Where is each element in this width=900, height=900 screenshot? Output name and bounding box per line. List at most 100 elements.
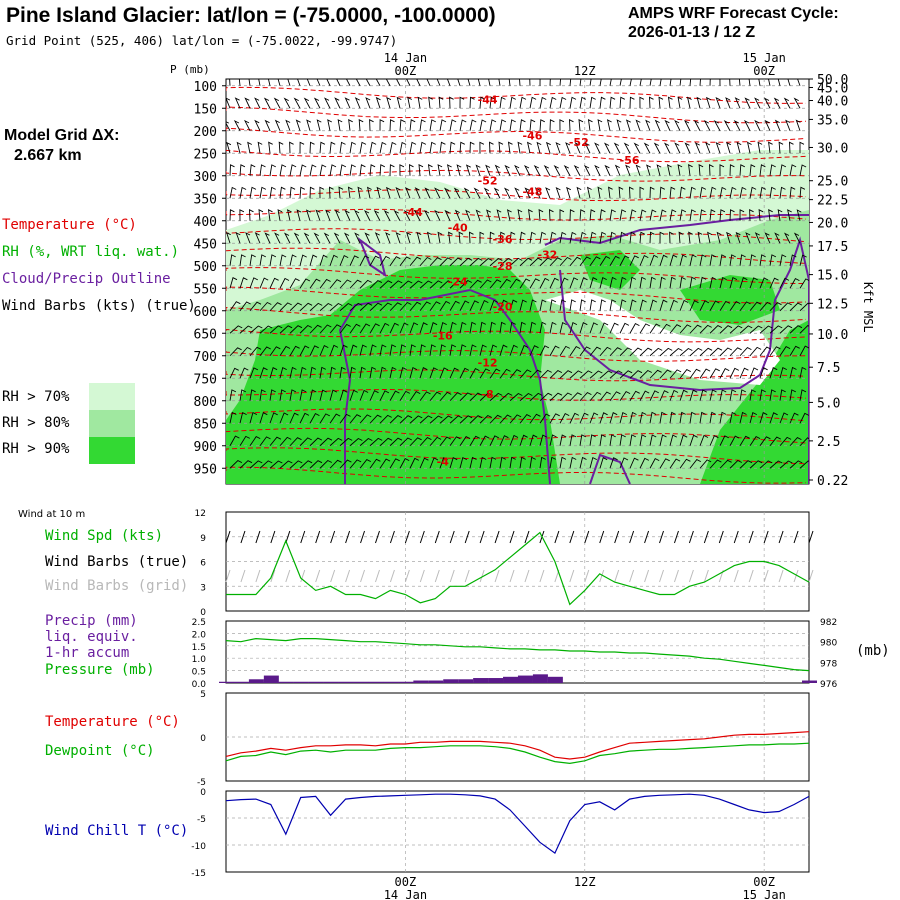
wind-barb	[323, 232, 331, 244]
height-tick-label: 17.5	[817, 240, 848, 255]
wind-barb	[539, 119, 546, 131]
wind-barb	[779, 346, 791, 356]
wind-barb	[269, 346, 281, 357]
wind-barb	[619, 370, 633, 379]
cloud-outline	[589, 453, 631, 484]
wind-barb	[429, 457, 439, 469]
wind-barb	[616, 119, 622, 131]
wind-barb	[319, 344, 329, 356]
wind-barb	[355, 79, 361, 86]
grid-value: 2.667 km	[14, 147, 82, 164]
pressure-tick-label: 650	[194, 327, 217, 342]
wind-barb	[269, 412, 278, 424]
pressure-unit: (mb)	[856, 643, 890, 659]
wind-barb	[759, 412, 768, 424]
wind-barb	[369, 255, 380, 266]
wind-barb-grid	[748, 569, 754, 583]
wind-barb	[649, 254, 659, 266]
wind-barb	[759, 346, 772, 357]
wind-barb	[499, 321, 506, 334]
wind-barb	[726, 231, 732, 244]
wind-barb	[599, 346, 612, 357]
wind-barb-grid	[255, 569, 261, 583]
wind-barb	[489, 96, 496, 109]
wind-barb	[283, 97, 291, 109]
wind-barb	[659, 369, 672, 379]
wind-barb	[629, 299, 637, 311]
wind-barb	[769, 367, 778, 379]
wind-barb	[729, 301, 741, 312]
wind-barb	[499, 435, 509, 446]
wind-barb	[759, 367, 768, 379]
wind-barb	[729, 254, 736, 266]
wind-barb	[379, 344, 387, 356]
wind-barb	[729, 209, 735, 221]
wind-barb	[646, 164, 652, 176]
wind-barb	[417, 96, 423, 109]
wind-barb	[239, 301, 251, 312]
wind-barb	[517, 209, 523, 221]
wind-barb	[677, 164, 683, 176]
wind-barb	[459, 257, 473, 267]
height-tick-label: 10.0	[817, 328, 848, 343]
wind-barb	[489, 299, 499, 311]
wind-barb	[485, 164, 491, 176]
wind-barb	[759, 301, 772, 312]
wind-barb	[699, 186, 707, 199]
panel-tick-label: 0	[200, 608, 206, 618]
wind-barb	[679, 389, 688, 401]
wind-barb	[689, 459, 702, 469]
wind-barb	[789, 460, 803, 469]
wind-barb-true	[673, 530, 679, 544]
wind-barb	[519, 369, 532, 379]
wind-barb	[465, 164, 471, 176]
wind-barb	[799, 278, 809, 289]
wind-barb	[589, 79, 592, 86]
wind-barb	[389, 280, 403, 289]
wind-barb	[229, 411, 237, 424]
precip-bar	[547, 676, 563, 683]
wind-barb	[446, 164, 452, 176]
wind-barb	[299, 324, 313, 334]
wind-barb-grid	[404, 569, 410, 583]
pressure-axis-title: P (mb)	[170, 63, 210, 76]
wind-barb-true	[360, 530, 366, 544]
wind-barb	[599, 231, 607, 244]
wind-barb	[459, 96, 465, 109]
wind-barb	[519, 96, 527, 109]
wind-barb-grid	[673, 569, 679, 583]
wind-barb	[639, 347, 653, 357]
wind-barb	[514, 187, 521, 199]
wind-barb	[749, 277, 758, 289]
panel-tick-label: 2.0	[192, 630, 207, 640]
wind-barb	[299, 278, 311, 289]
wind-barb	[359, 414, 372, 424]
wind-barb-grid	[449, 569, 455, 583]
wind-barb	[579, 412, 589, 424]
wind-barb	[789, 412, 799, 424]
wind-barb	[539, 392, 553, 402]
wind-barb	[549, 456, 557, 469]
wind-barb	[477, 79, 481, 86]
wind-barb	[739, 435, 750, 446]
wind-barb-field	[226, 79, 809, 469]
wind-barb	[629, 323, 640, 334]
wind-barb	[409, 256, 422, 267]
wind-barb	[379, 390, 390, 401]
wind-barb	[739, 209, 745, 221]
panel-tick-label: 3	[200, 583, 206, 593]
wind-barb	[709, 411, 717, 424]
wind-barb	[499, 278, 511, 289]
wind-barb	[569, 277, 579, 289]
wind-barb	[319, 459, 333, 469]
temperature-label: -52	[569, 136, 589, 149]
wind-barb	[565, 142, 571, 154]
wind-barb	[686, 96, 692, 109]
top-time-label: 00Z	[395, 64, 417, 78]
wind-barb	[509, 392, 523, 402]
wind-barb	[739, 389, 747, 401]
wind-barb	[278, 141, 284, 154]
wind-barb	[459, 119, 467, 131]
wind-barb	[269, 436, 282, 447]
wind-barb	[719, 300, 731, 311]
